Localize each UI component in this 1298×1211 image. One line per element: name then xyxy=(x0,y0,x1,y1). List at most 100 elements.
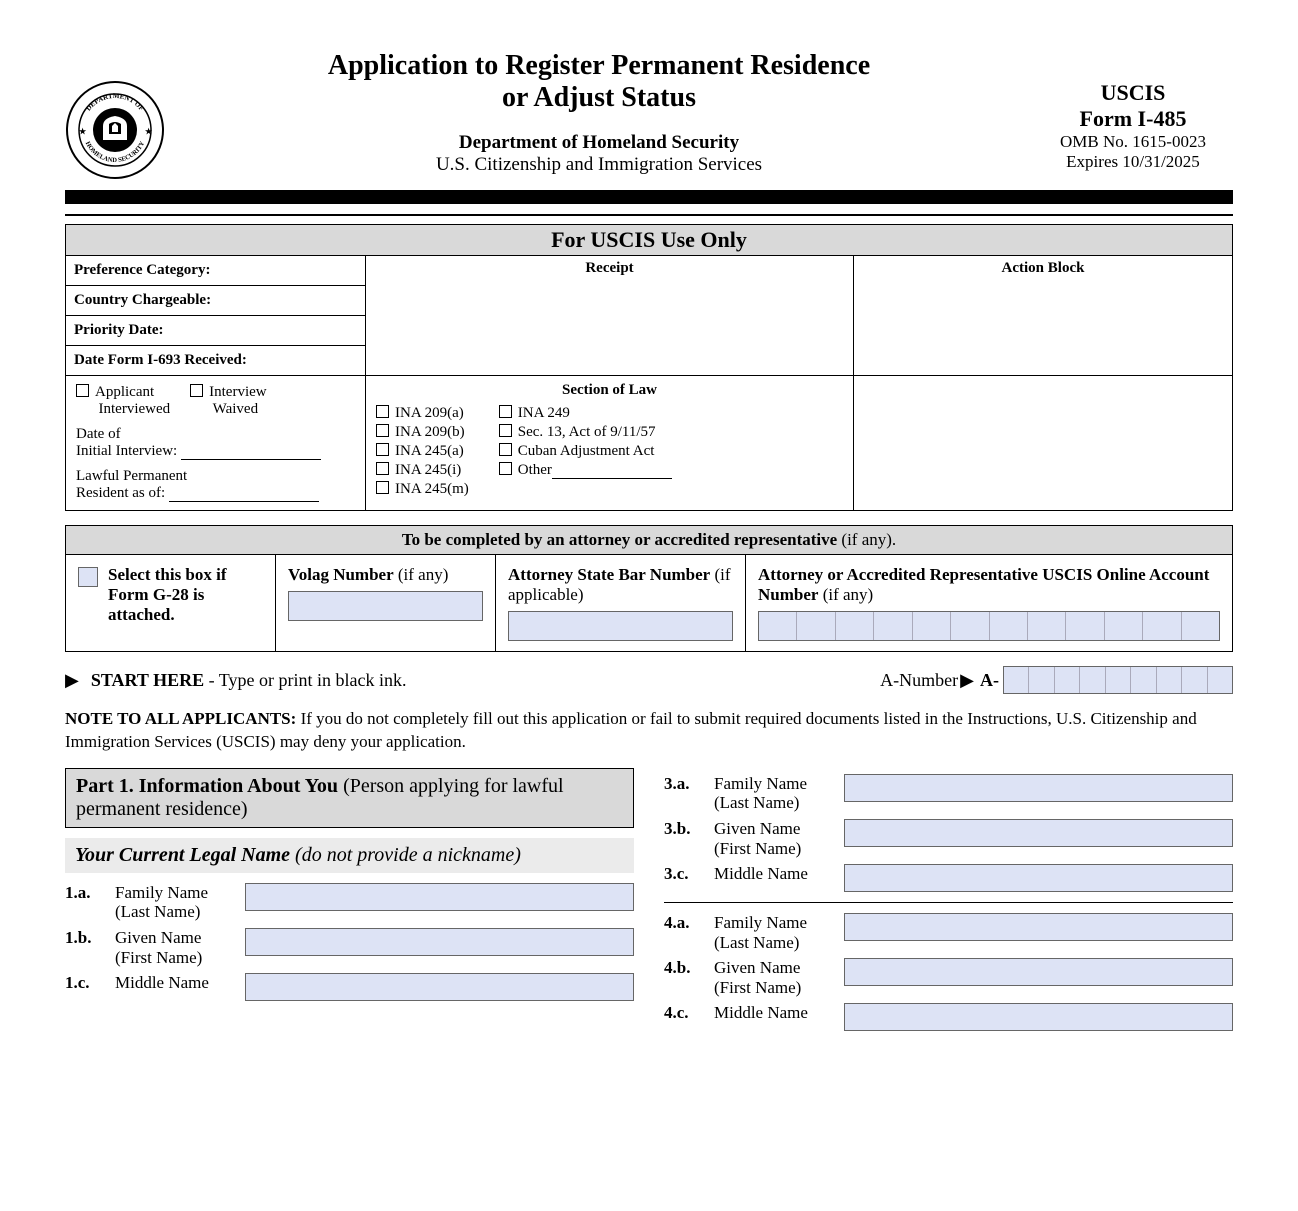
interview-section: Applicant Interviewed Interview Waived D… xyxy=(66,376,366,510)
law-checkbox[interactable] xyxy=(499,443,512,456)
a-number-input[interactable] xyxy=(1003,666,1233,694)
field-label: Family Name(Last Name) xyxy=(115,883,235,922)
law-checkbox[interactable] xyxy=(376,443,389,456)
field-number: 4.c. xyxy=(664,1003,704,1023)
right-column: 3.a. Family Name(Last Name) 3.b. Given Name… xyxy=(664,768,1233,1037)
form-header: DEPARTMENT OF HOMELAND SECURITY ★ ★ Appl… xyxy=(65,50,1233,180)
field-input[interactable] xyxy=(245,883,634,911)
account-section: Attorney or Accredited Representative US… xyxy=(746,555,1232,651)
other-law-field[interactable] xyxy=(552,465,672,479)
field-row: 1.c. Middle Name xyxy=(65,973,634,1001)
interview-waived-checkbox[interactable] xyxy=(190,384,203,397)
volag-input[interactable] xyxy=(288,591,483,621)
attorney-box: To be completed by an attorney or accred… xyxy=(65,525,1233,652)
field-label: Family Name(Last Name) xyxy=(714,774,834,813)
field-number: 3.b. xyxy=(664,819,704,839)
field-label: Given Name(First Name) xyxy=(714,958,834,997)
field-label: Given Name(First Name) xyxy=(115,928,235,967)
field-input[interactable] xyxy=(245,928,634,956)
field-row: 3.c. Middle Name xyxy=(664,864,1233,892)
field-number: 1.c. xyxy=(65,973,105,993)
law-checkbox[interactable] xyxy=(376,462,389,475)
a-number-prefix: A- xyxy=(980,670,999,691)
bar-input[interactable] xyxy=(508,611,733,641)
field-number: 3.a. xyxy=(664,774,704,794)
form-number: Form I-485 xyxy=(1033,106,1233,132)
field-input[interactable] xyxy=(245,973,634,1001)
law-checkbox[interactable] xyxy=(376,405,389,418)
field-number: 3.c. xyxy=(664,864,704,884)
uscis-use-only-box: For USCIS Use Only Preference Category: … xyxy=(65,224,1233,511)
expires: Expires 10/31/2025 xyxy=(1033,152,1233,172)
field-input[interactable] xyxy=(844,913,1233,941)
legal-name-subheader: Your Current Legal Name (do not provide … xyxy=(65,838,634,873)
field-input[interactable] xyxy=(844,819,1233,847)
field-label: Middle Name xyxy=(714,864,834,884)
country-chargeable-label: Country Chargeable: xyxy=(66,286,365,316)
field-row: 3.a. Family Name(Last Name) xyxy=(664,774,1233,813)
field-number: 4.a. xyxy=(664,913,704,933)
uscis-use-only-header: For USCIS Use Only xyxy=(66,225,1232,256)
start-here-row: ▶ START HERE - Type or print in black in… xyxy=(65,666,1233,694)
field-number: 4.b. xyxy=(664,958,704,978)
divider-thin xyxy=(65,214,1233,216)
action-block-label: Action Block xyxy=(854,256,1232,281)
initial-interview-date-field[interactable] xyxy=(181,446,321,460)
arrow-right-icon: ▶ xyxy=(960,670,974,691)
field-row: 4.b. Given Name(First Name) xyxy=(664,958,1233,997)
note-to-applicants: NOTE TO ALL APPLICANTS: If you do not co… xyxy=(65,708,1233,754)
law-checkbox[interactable] xyxy=(499,405,512,418)
action-block-column: Action Block xyxy=(854,256,1232,375)
section-of-law: Section of Law INA 209(a)INA 209(b)INA 2… xyxy=(366,376,854,510)
lpr-date-field[interactable] xyxy=(169,488,319,502)
field-row: 4.c.Middle Name xyxy=(664,1003,1233,1031)
g28-label: Select this box if Form G-28 is attached… xyxy=(108,565,227,624)
field-label: Family Name(Last Name) xyxy=(714,913,834,952)
form-title-line1: Application to Register Permanent Reside… xyxy=(165,50,1033,82)
a-number-label: A-Number xyxy=(880,670,958,691)
field-input[interactable] xyxy=(844,958,1233,986)
svg-text:★: ★ xyxy=(79,127,87,136)
uscis-left-column: Preference Category: Country Chargeable:… xyxy=(66,256,366,375)
bar-section: Attorney State Bar Number (if applicable… xyxy=(496,555,746,651)
field-number: 1.a. xyxy=(65,883,105,903)
attorney-header: To be completed by an attorney or accred… xyxy=(66,526,1232,555)
g28-checkbox[interactable] xyxy=(78,567,98,587)
field-row: 1.b. Given Name(First Name) xyxy=(65,928,634,967)
g28-section: Select this box if Form G-28 is attached… xyxy=(66,555,276,651)
priority-date-label: Priority Date: xyxy=(66,316,365,346)
field-label: Middle Name xyxy=(115,973,235,993)
field-input[interactable] xyxy=(844,864,1233,892)
title-block: Application to Register Permanent Reside… xyxy=(165,50,1033,176)
field-input[interactable] xyxy=(844,1003,1233,1031)
form-id-block: USCIS Form I-485 OMB No. 1615-0023 Expir… xyxy=(1033,80,1233,172)
receipt-column: Receipt xyxy=(366,256,854,375)
receipt-label: Receipt xyxy=(366,256,853,281)
omb-number: OMB No. 1615-0023 xyxy=(1033,132,1233,152)
field-input[interactable] xyxy=(844,774,1233,802)
field-row: 4.a. Family Name(Last Name) xyxy=(664,913,1233,952)
field-label: Given Name(First Name) xyxy=(714,819,834,858)
agency-name: U.S. Citizenship and Immigration Service… xyxy=(165,154,1033,176)
preference-category-label: Preference Category: xyxy=(66,256,365,286)
part-1-header: Part 1. Information About You (Person ap… xyxy=(65,768,634,828)
dhs-seal-icon: DEPARTMENT OF HOMELAND SECURITY ★ ★ xyxy=(65,80,165,180)
action-block-lower xyxy=(854,376,1232,510)
separator-line xyxy=(664,902,1233,903)
divider-thick xyxy=(65,190,1233,204)
field-row: 1.a. Family Name(Last Name) xyxy=(65,883,634,922)
arrow-right-icon: ▶ xyxy=(65,670,79,691)
account-input[interactable] xyxy=(758,611,1220,641)
law-checkbox[interactable] xyxy=(376,481,389,494)
dept-name: Department of Homeland Security xyxy=(165,132,1033,154)
field-row: 3.b. Given Name(First Name) xyxy=(664,819,1233,858)
law-checkbox[interactable] xyxy=(499,424,512,437)
section-of-law-header: Section of Law xyxy=(376,382,843,399)
law-checkbox[interactable] xyxy=(376,424,389,437)
form-title-line2: or Adjust Status xyxy=(165,82,1033,114)
applicant-interviewed-checkbox[interactable] xyxy=(76,384,89,397)
agency-short: USCIS xyxy=(1033,80,1233,106)
law-checkbox[interactable] xyxy=(499,462,512,475)
svg-text:★: ★ xyxy=(145,127,153,136)
field-number: 1.b. xyxy=(65,928,105,948)
